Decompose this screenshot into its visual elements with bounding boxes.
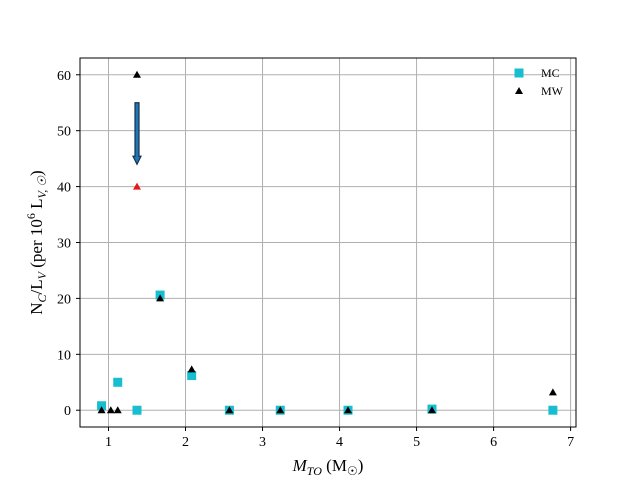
legend-item-mc: MC <box>514 66 560 80</box>
y-tick-label: 20 <box>57 292 71 307</box>
legend: MC MW <box>514 66 564 98</box>
y-axis-label: NC/LV (per 106 LV, ☉) <box>24 170 49 314</box>
x-tick-label: 7 <box>567 435 574 450</box>
mw-point <box>132 70 141 78</box>
mw-point <box>548 388 557 396</box>
highlight-triangle-marker <box>132 182 141 190</box>
x-tick-label: 2 <box>182 435 189 450</box>
mc-point <box>113 377 123 387</box>
legend-item-mw: MW <box>515 84 564 98</box>
y-tick-label: 40 <box>57 181 71 196</box>
x-tick-label: 4 <box>336 435 343 450</box>
mw-point <box>276 406 285 414</box>
mw-point <box>113 406 122 414</box>
data-points <box>97 70 558 415</box>
x-tick-label: 3 <box>259 435 266 450</box>
legend-mw-label: MW <box>541 84 564 98</box>
y-tick-label: 0 <box>64 404 71 419</box>
legend-mc-square-icon <box>514 68 524 78</box>
x-tick-label: 6 <box>490 435 497 450</box>
annotations <box>132 102 142 190</box>
x-tick-label: 1 <box>105 435 112 450</box>
mw-point <box>187 365 196 373</box>
down-arrow-annotation <box>132 102 142 166</box>
ticks: 1 2 3 4 5 6 7 0 10 20 30 40 50 60 <box>57 69 574 450</box>
mw-point <box>97 406 106 414</box>
mw-point <box>156 294 165 302</box>
legend-mw-triangle-icon <box>515 87 523 94</box>
y-tick-label: 10 <box>57 348 71 363</box>
mc-point <box>132 405 142 415</box>
mw-point <box>225 406 234 414</box>
mw-point <box>427 406 436 414</box>
y-tick-label: 30 <box>57 237 71 252</box>
y-tick-label: 60 <box>57 69 71 84</box>
x-tick-label: 5 <box>413 435 420 450</box>
grid <box>80 58 576 427</box>
x-axis-label: MTO (M☉) <box>292 456 364 478</box>
mc-point <box>187 371 197 381</box>
mw-point <box>344 406 353 414</box>
mw-point <box>106 406 115 414</box>
mc-point <box>97 401 107 411</box>
legend-mc-label: MC <box>541 66 560 80</box>
mc-point <box>548 405 558 415</box>
y-tick-label: 50 <box>57 125 71 140</box>
